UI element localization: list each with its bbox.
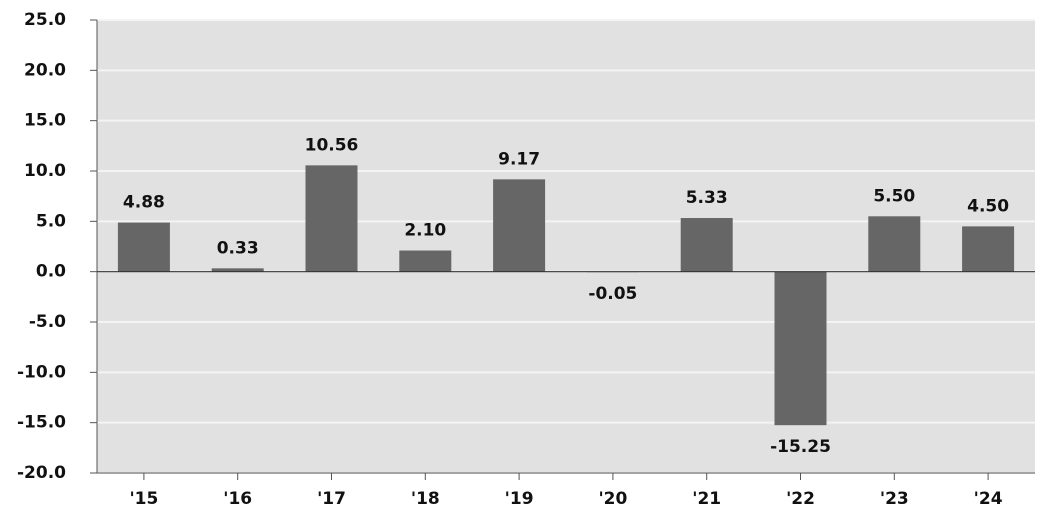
bar: [493, 179, 546, 272]
bar: [680, 218, 733, 272]
y-tick-label: -10.0: [17, 362, 66, 382]
y-tick-label: -15.0: [17, 413, 66, 433]
x-tick-label: '24: [974, 489, 1003, 509]
y-tick-label: 20.0: [24, 60, 66, 80]
value-label: 10.56: [305, 135, 359, 155]
y-tick-label: -5.0: [29, 312, 66, 332]
x-tick-label: '18: [411, 489, 440, 509]
x-tick-label: '23: [880, 489, 909, 509]
x-tick-label: '21: [692, 489, 721, 509]
value-label: 5.33: [686, 188, 728, 208]
value-label: 9.17: [498, 149, 540, 169]
y-tick-label: -20.0: [17, 463, 66, 483]
x-tick-label: '22: [786, 489, 815, 509]
y-tick-label: 10.0: [24, 161, 66, 181]
y-tick-label: 15.0: [24, 111, 66, 131]
bar: [774, 271, 827, 426]
bar: [962, 226, 1015, 272]
bar: [399, 250, 452, 272]
value-label: 4.88: [123, 193, 165, 213]
value-label: 4.50: [967, 196, 1009, 216]
y-tick-label: 5.0: [36, 211, 66, 231]
x-tick-label: '17: [317, 489, 346, 509]
y-tick-label: 25.0: [24, 10, 66, 30]
bar: [868, 216, 921, 272]
bar: [305, 165, 358, 272]
x-tick-label: '16: [223, 489, 252, 509]
value-label: 5.50: [873, 186, 915, 206]
y-tick-label: 0.0: [36, 262, 66, 282]
bar: [211, 268, 264, 272]
value-label: 0.33: [217, 238, 259, 258]
value-label: 2.10: [404, 221, 446, 241]
bar: [117, 222, 170, 272]
value-label: -0.05: [588, 284, 637, 304]
x-tick-label: '20: [598, 489, 627, 509]
x-tick-label: '19: [505, 489, 534, 509]
x-tick-label: '15: [129, 489, 158, 509]
value-label: -15.25: [770, 437, 831, 457]
